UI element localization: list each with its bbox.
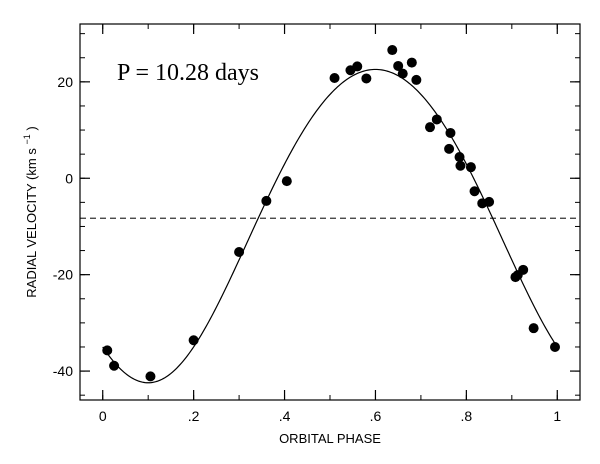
orbit-fit-curve	[102, 68, 558, 384]
period-annotation: P = 10.28 days	[117, 60, 259, 86]
data-point	[352, 61, 363, 72]
x-tick-label: .8	[461, 408, 473, 424]
data-point	[261, 195, 272, 206]
data-point	[445, 127, 456, 138]
data-point	[455, 160, 466, 171]
data-point	[425, 122, 435, 133]
y-axis-title-close: )	[24, 126, 39, 130]
x-tick-label: .6	[370, 408, 382, 424]
data-point	[393, 60, 404, 71]
x-tick-label: 0	[99, 408, 107, 424]
data-point	[550, 341, 560, 352]
data-point	[518, 264, 529, 275]
x-tick-labels: 0 .2 .4 .6 .8 1	[99, 408, 562, 424]
x-tick-label: 1	[553, 408, 561, 424]
x-tick-label: .4	[279, 408, 291, 424]
data-point	[528, 323, 539, 334]
major-ticks	[80, 24, 580, 400]
data-point	[444, 143, 455, 154]
x-axis-title: ORBITAL PHASE	[279, 431, 381, 446]
data-point	[431, 114, 442, 125]
data-point	[361, 73, 372, 84]
data-point	[406, 57, 417, 68]
data-points	[102, 45, 560, 382]
y-tick-labels: 20 0 -20 -40	[53, 74, 73, 379]
y-tick-label: -20	[53, 267, 73, 283]
data-point	[469, 186, 480, 197]
plot-frame	[79, 23, 581, 401]
data-point	[109, 360, 120, 371]
y-axis-title-superscript: −1	[22, 134, 32, 144]
data-point	[329, 72, 340, 83]
data-point	[465, 162, 476, 173]
x-tick-label: .2	[188, 408, 200, 424]
data-point	[397, 68, 408, 79]
y-tick-label: 0	[65, 170, 73, 186]
y-tick-label: -40	[53, 363, 73, 379]
data-point	[234, 247, 245, 258]
data-point	[411, 74, 422, 85]
y-axis-title: RADIAL VELOCITY (km s −1 )	[18, 126, 39, 297]
y-axis-title-main: RADIAL VELOCITY (km s	[24, 148, 39, 298]
data-point	[102, 345, 113, 356]
data-point	[484, 196, 495, 207]
data-point	[454, 152, 465, 163]
data-point	[387, 45, 398, 56]
data-point	[188, 335, 199, 346]
data-point	[281, 176, 292, 187]
y-tick-label: 20	[57, 74, 73, 90]
data-point	[145, 371, 156, 382]
